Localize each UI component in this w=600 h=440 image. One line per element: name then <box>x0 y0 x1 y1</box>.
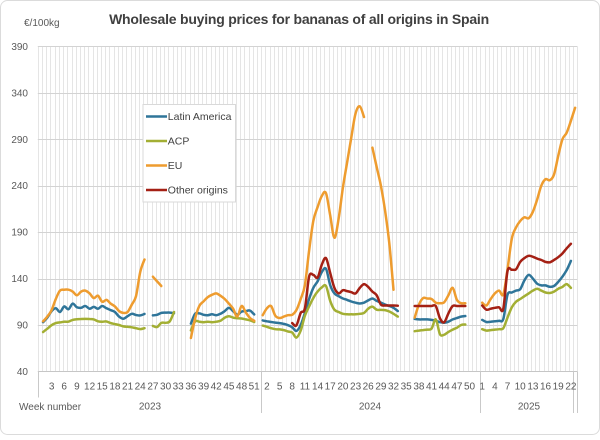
svg-text:35: 35 <box>401 381 413 392</box>
svg-text:2023: 2023 <box>139 402 162 413</box>
svg-text:340: 340 <box>11 88 28 99</box>
svg-text:13: 13 <box>527 381 539 392</box>
svg-text:45: 45 <box>223 381 235 392</box>
svg-text:20: 20 <box>337 381 349 392</box>
svg-text:51: 51 <box>249 381 261 392</box>
svg-text:390: 390 <box>11 42 28 53</box>
svg-text:32: 32 <box>388 381 400 392</box>
svg-text:42: 42 <box>211 381 223 392</box>
svg-text:47: 47 <box>451 381 463 392</box>
svg-text:19: 19 <box>553 381 565 392</box>
svg-text:1: 1 <box>479 381 485 392</box>
svg-text:140: 140 <box>11 274 28 285</box>
svg-text:Latin America: Latin America <box>168 111 232 123</box>
svg-text:17: 17 <box>325 381 337 392</box>
svg-text:Week number: Week number <box>19 402 82 413</box>
svg-text:6: 6 <box>61 381 67 392</box>
svg-text:41: 41 <box>426 381 438 392</box>
svg-text:7: 7 <box>505 381 511 392</box>
svg-text:38: 38 <box>413 381 425 392</box>
svg-text:14: 14 <box>312 381 324 392</box>
svg-text:44: 44 <box>439 381 451 392</box>
svg-text:36: 36 <box>185 381 197 392</box>
svg-text:22: 22 <box>565 381 577 392</box>
svg-text:2024: 2024 <box>359 402 382 413</box>
svg-text:EU: EU <box>168 160 183 172</box>
svg-text:2: 2 <box>264 381 270 392</box>
svg-text:ACP: ACP <box>168 136 190 148</box>
svg-text:2025: 2025 <box>518 402 541 413</box>
svg-text:11: 11 <box>300 381 311 392</box>
svg-text:4: 4 <box>492 381 498 392</box>
svg-text:12: 12 <box>84 381 96 392</box>
svg-text:18: 18 <box>109 381 121 392</box>
svg-text:Wholesale buying prices for ba: Wholesale buying prices for bananas of a… <box>109 11 489 27</box>
svg-text:15: 15 <box>97 381 109 392</box>
svg-text:€/100kg: €/100kg <box>24 18 60 29</box>
svg-text:26: 26 <box>363 381 375 392</box>
svg-text:39: 39 <box>198 381 210 392</box>
svg-text:23: 23 <box>350 381 362 392</box>
svg-text:40: 40 <box>17 367 29 378</box>
svg-text:3: 3 <box>49 381 55 392</box>
svg-text:90: 90 <box>17 321 29 332</box>
svg-text:190: 190 <box>11 228 28 239</box>
svg-text:290: 290 <box>11 135 28 146</box>
svg-text:8: 8 <box>289 381 295 392</box>
svg-text:33: 33 <box>173 381 185 392</box>
svg-text:48: 48 <box>236 381 248 392</box>
svg-text:27: 27 <box>147 381 159 392</box>
svg-text:21: 21 <box>122 381 134 392</box>
svg-text:24: 24 <box>135 381 147 392</box>
svg-text:16: 16 <box>540 381 552 392</box>
svg-text:50: 50 <box>464 381 476 392</box>
svg-text:9: 9 <box>74 381 80 392</box>
svg-text:29: 29 <box>375 381 387 392</box>
svg-text:240: 240 <box>11 181 28 192</box>
svg-text:Other origins: Other origins <box>168 185 228 197</box>
svg-text:30: 30 <box>160 381 172 392</box>
svg-text:5: 5 <box>277 381 283 392</box>
svg-text:10: 10 <box>515 381 527 392</box>
